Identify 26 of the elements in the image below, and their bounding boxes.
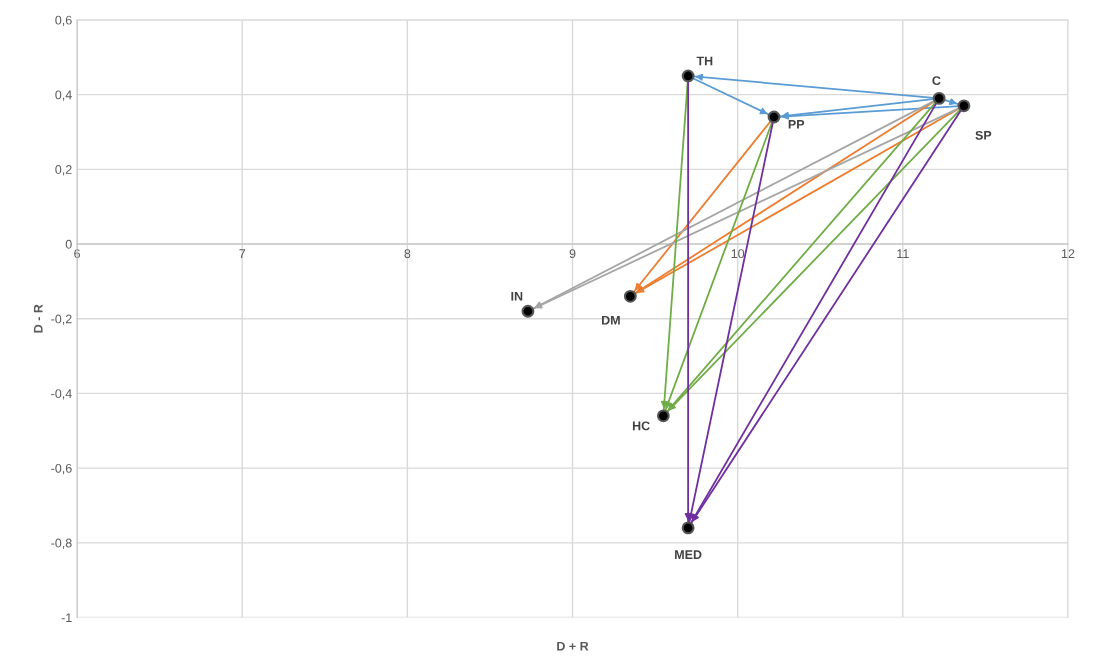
y-tick-label: 0,4 [55,90,72,101]
y-tick-label: 0,6 [55,15,72,27]
y-tick-label: -0,2 [51,314,72,325]
x-tick-label: 10 [731,249,745,259]
y-tick-label: -0,6 [51,463,72,475]
x-tick-label: 8 [404,249,411,259]
annotation: C [932,76,941,86]
annotation: PP [788,120,805,129]
y-tick-label: -1 [61,613,72,623]
y-tick-label: -0,4 [51,389,72,400]
y-tick-label: -0,8 [51,538,72,549]
annotation: DM [601,315,620,325]
x-tick-label: 6 [74,249,80,259]
x-tick-label: 12 [1061,249,1075,258]
annotation: HC [632,421,650,431]
annotation: TH [696,56,713,66]
y-axis-title: D - R [33,304,43,333]
annotation: IN [511,291,523,301]
y-tick-label: 0 [65,239,72,249]
x-tick-label: 9 [569,249,576,259]
annotation: SP [975,130,992,140]
annotation: MED [675,550,702,559]
x-tick-label: 7 [239,249,246,258]
y-tick-label: 0,2 [55,165,72,176]
x-tick-label: 11 [897,249,909,258]
x-axis-title: D + R [557,641,589,651]
